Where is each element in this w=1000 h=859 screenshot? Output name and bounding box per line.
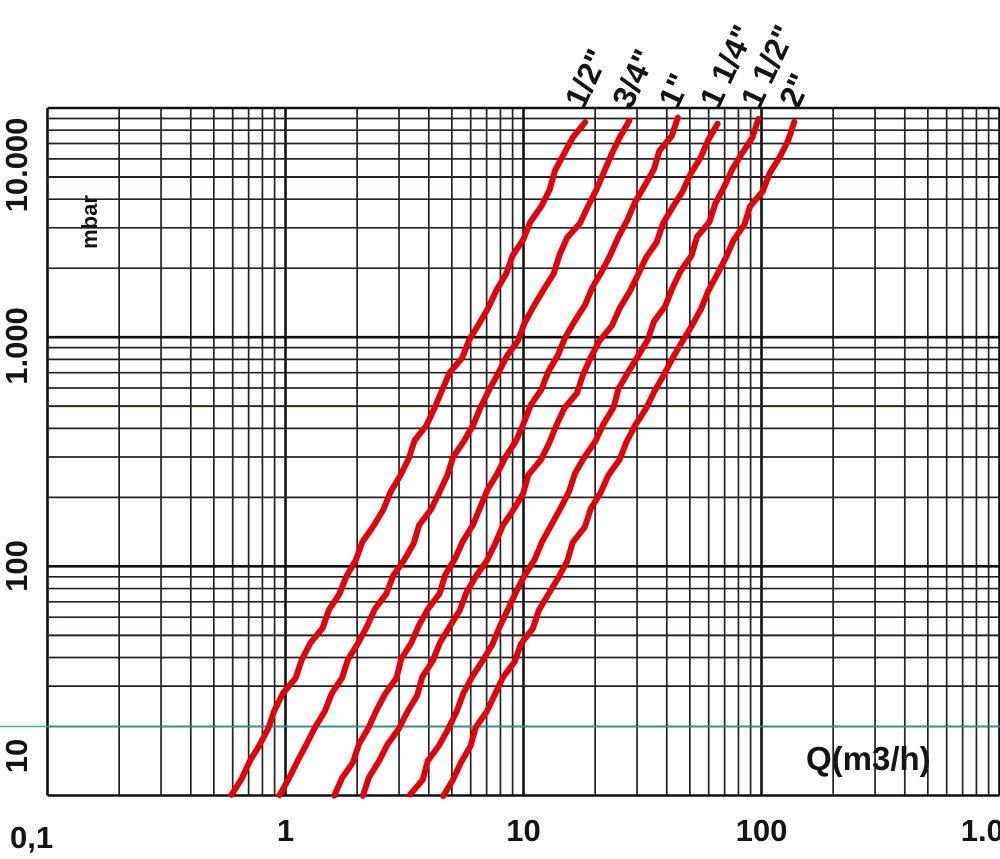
svg-text:100: 100	[736, 813, 788, 848]
svg-text:0,1: 0,1	[10, 820, 53, 855]
svg-text:100: 100	[0, 540, 34, 592]
svg-text:10: 10	[506, 813, 540, 848]
svg-text:1": 1"	[651, 68, 698, 113]
svg-text:1: 1	[277, 813, 294, 848]
svg-text:1.000: 1.000	[0, 307, 34, 385]
svg-text:1.000: 1.000	[961, 813, 1000, 848]
svg-text:10: 10	[0, 739, 34, 773]
svg-text:mbar: mbar	[77, 195, 102, 249]
svg-text:1/2": 1/2"	[558, 44, 616, 113]
svg-text:Q(m3/h): Q(m3/h)	[806, 740, 931, 777]
svg-text:10.000: 10.000	[0, 118, 34, 213]
svg-text:3/4": 3/4"	[605, 44, 663, 113]
